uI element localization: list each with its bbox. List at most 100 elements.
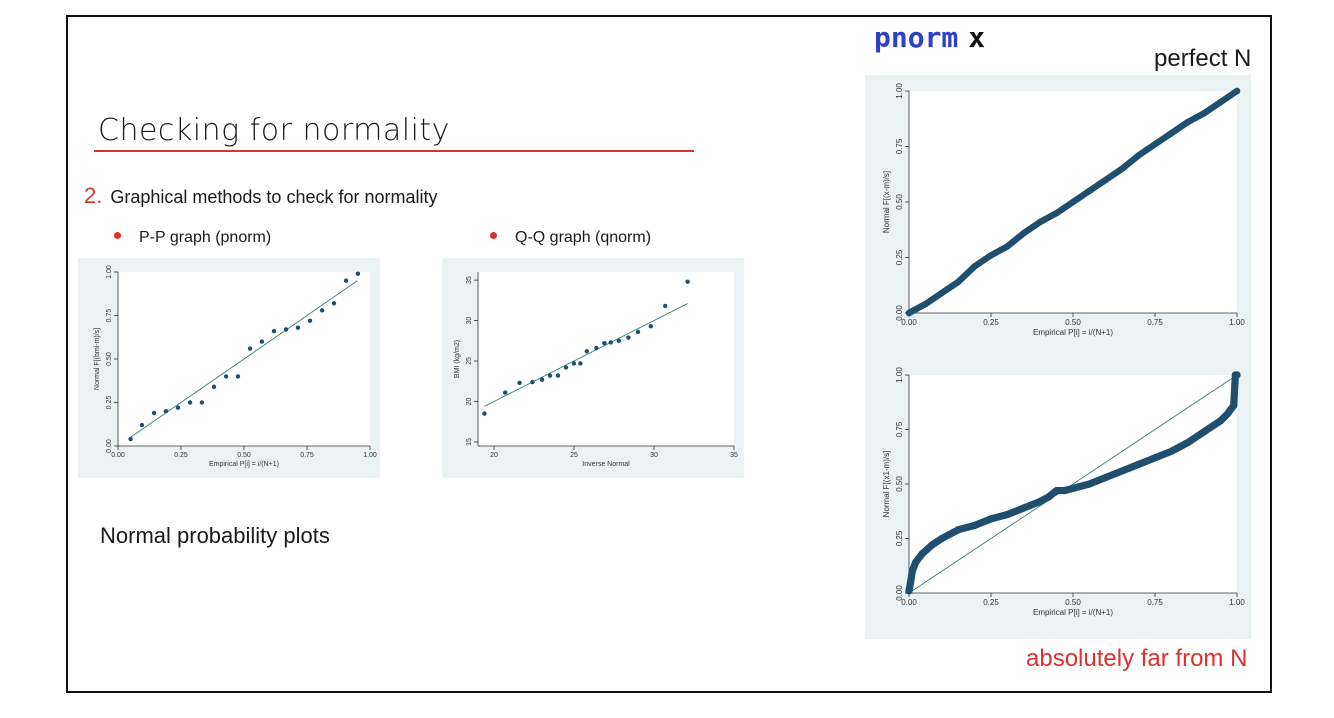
x-tick-label: 20 <box>490 452 498 459</box>
data-point <box>663 303 668 309</box>
data-point <box>635 329 641 335</box>
data-point <box>482 411 487 416</box>
x-tick-label: 0.00 <box>901 598 917 607</box>
y-tick-label: 0.00 <box>106 439 113 453</box>
command-argument: x <box>968 21 986 54</box>
data-point <box>319 308 325 313</box>
y-tick-label: 1.00 <box>106 265 113 279</box>
data-point <box>1069 484 1077 492</box>
perfect-normal-plot-svg: 0.00 0.25 0.50 0.75 1.00 0.00 0.25 0.50 0.75 1.00… <box>882 83 1245 337</box>
data-point <box>1230 401 1238 410</box>
data-point <box>1151 454 1159 462</box>
data-point <box>1201 110 1208 117</box>
bullet-qq-graph: Q-Q graph (qnorm) <box>490 229 651 247</box>
data-point <box>938 534 946 543</box>
data-point <box>175 405 181 410</box>
data-point <box>908 567 916 575</box>
data-point <box>1085 480 1093 488</box>
data-point <box>247 346 253 351</box>
x-tick-label: 0.00 <box>111 452 125 459</box>
data-point <box>987 252 995 259</box>
data-point <box>1118 467 1126 475</box>
data-point <box>1135 460 1143 468</box>
far-from-normal-plot: 0.00 0.25 0.50 0.75 1.00 0.00 0.25 0.50 0.75 1.00… <box>865 359 1251 639</box>
data-point <box>163 409 169 414</box>
y-tick-label: 0.25 <box>895 530 904 546</box>
data-point <box>987 515 995 523</box>
far-from-normal-label: absolutely far from N <box>1026 645 1248 672</box>
x-tick-label: 0.50 <box>1065 318 1081 327</box>
data-point <box>626 335 631 340</box>
perfect-normal-label: perfect N <box>1154 45 1252 72</box>
slide-title: Checking for normality <box>98 113 450 148</box>
data-point <box>594 345 599 351</box>
data-point <box>295 325 301 330</box>
data-point <box>151 410 157 416</box>
data-point <box>235 374 241 379</box>
data-point <box>602 341 607 346</box>
data-point <box>283 327 289 332</box>
data-point <box>1036 497 1044 506</box>
x-axis-title: Inverse Normal <box>582 461 630 468</box>
x-tick-label: 35 <box>730 452 738 459</box>
command-name: pnorm <box>874 21 959 54</box>
data-point <box>1151 141 1159 148</box>
y-tick-label: 25 <box>466 357 473 365</box>
x-tick-label: 0.25 <box>983 598 999 607</box>
data-point <box>1210 421 1218 429</box>
data-point <box>1200 428 1208 436</box>
y-tick-label: 0.50 <box>895 476 904 492</box>
data-point <box>954 526 962 534</box>
section-heading: 2. Graphical methods to check for normali… <box>84 183 438 209</box>
x-tick-label: 0.25 <box>983 318 999 327</box>
perfect-normal-plot: 0.00 0.25 0.50 0.75 1.00 0.00 0.25 0.50 0.75 1.00… <box>865 75 1251 362</box>
data-point <box>517 380 522 386</box>
y-tick-label: 1.00 <box>895 83 904 99</box>
reference-line <box>130 280 358 438</box>
y-tick-label: 15 <box>466 438 473 446</box>
data-point <box>685 279 690 284</box>
pp-plot: 0.00 0.25 0.50 0.75 1.00 0.00 0.25 0.50 0.75 1.00… <box>78 258 380 478</box>
reference-line <box>484 303 688 407</box>
x-tick-label: 0.00 <box>901 318 917 327</box>
far-from-normal-plot-svg: 0.00 0.25 0.50 0.75 1.00 0.00 0.25 0.50 0.75 1.00… <box>882 367 1245 617</box>
data-point <box>1233 87 1241 95</box>
y-tick-label: 0.25 <box>895 249 904 265</box>
data-point <box>955 278 962 286</box>
x-axis-title: Empirical P[i] = i/(N+1) <box>1033 328 1113 337</box>
bullet-dot-icon <box>114 232 121 239</box>
data-point <box>1037 218 1044 226</box>
data-point <box>1102 473 1110 482</box>
qq-plot-svg: 20 25 30 35 15 20 25 30 35 Inverse Normal BMI (kg/… <box>454 272 738 468</box>
bullet-pp-label: P-P graph (pnorm) <box>139 229 272 246</box>
data-point <box>1217 98 1224 106</box>
data-point <box>918 550 926 558</box>
data-point <box>1102 176 1109 183</box>
x-tick-label: 0.75 <box>300 452 314 459</box>
data-point <box>128 436 133 442</box>
data-point <box>584 349 589 354</box>
data-point <box>555 373 561 378</box>
data-point <box>271 328 277 334</box>
title-underline <box>94 150 694 152</box>
data-point <box>648 324 653 329</box>
data-point <box>1053 209 1060 217</box>
data-point <box>578 361 583 366</box>
data-point <box>259 339 265 344</box>
y-tick-label: 20 <box>466 397 473 405</box>
y-tick-label: 0.50 <box>106 352 113 366</box>
data-point <box>971 521 979 530</box>
y-tick-label: 0.75 <box>106 309 113 323</box>
data-point <box>1086 187 1093 195</box>
data-point <box>539 377 545 382</box>
data-point <box>211 384 217 390</box>
data-point <box>911 558 920 567</box>
section-heading-text: Graphical methods to check for normality <box>110 187 438 207</box>
x-tick-label: 0.50 <box>237 452 251 459</box>
data-point <box>608 340 613 345</box>
data-point <box>223 374 229 379</box>
x-tick-label: 0.75 <box>1147 598 1163 607</box>
section-number: 2. <box>84 183 103 208</box>
x-tick-label: 0.50 <box>1065 598 1081 607</box>
data-point <box>1061 486 1069 495</box>
